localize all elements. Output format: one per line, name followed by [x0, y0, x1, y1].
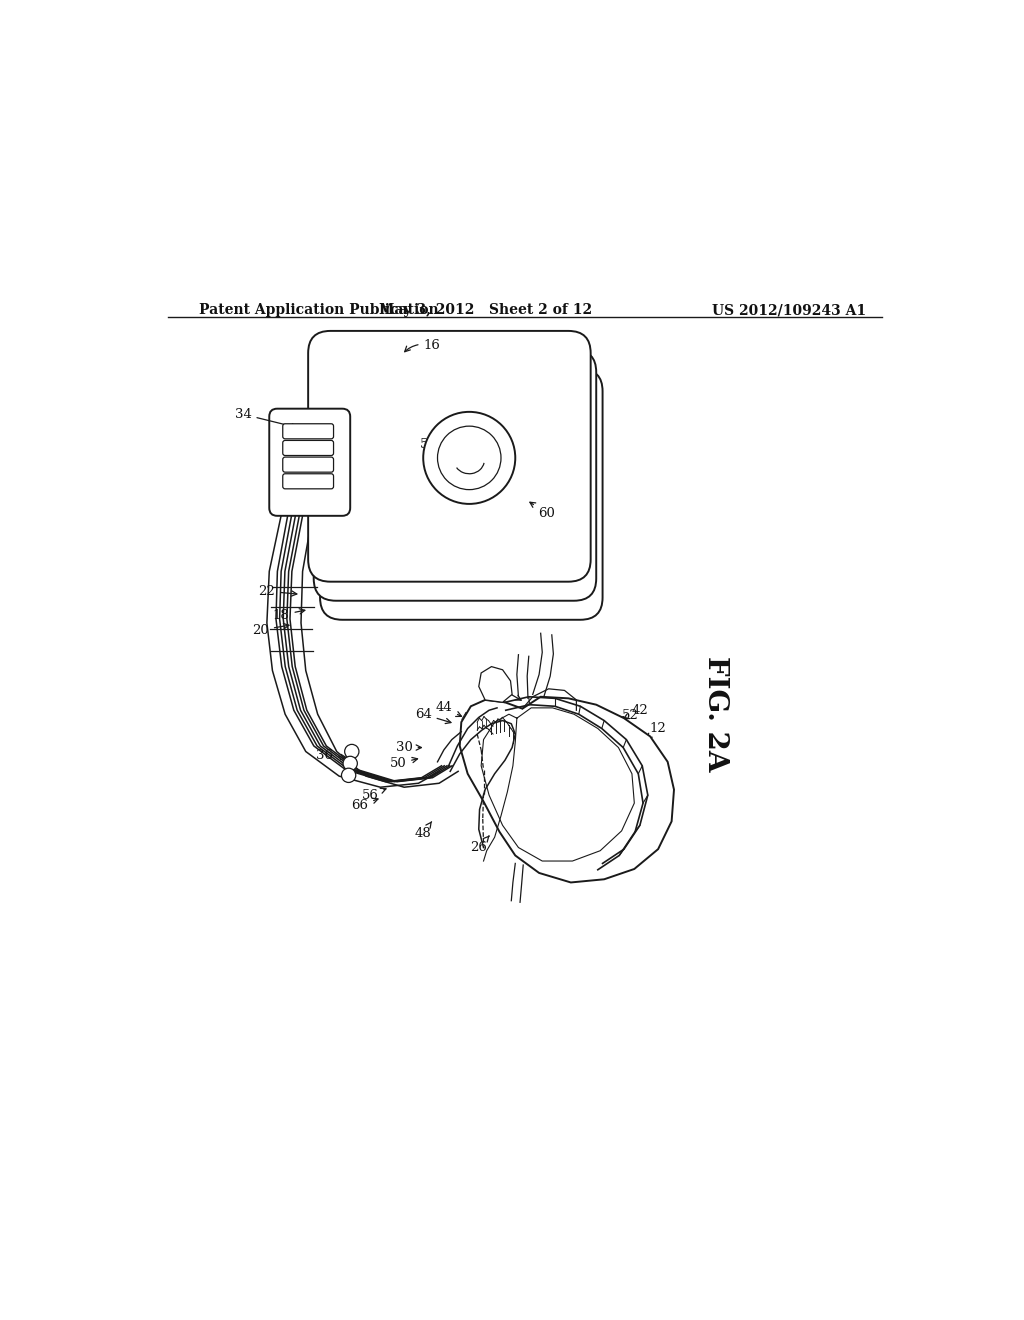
- Text: Patent Application Publication: Patent Application Publication: [200, 304, 439, 317]
- Text: 40: 40: [605, 715, 627, 729]
- Text: 46: 46: [461, 711, 483, 726]
- Text: 12: 12: [645, 722, 667, 739]
- Text: 16: 16: [404, 339, 440, 351]
- FancyBboxPatch shape: [283, 457, 334, 473]
- Text: 64: 64: [415, 708, 451, 723]
- Text: 28: 28: [571, 865, 590, 880]
- Text: US 2012/109243 A1: US 2012/109243 A1: [712, 304, 866, 317]
- FancyBboxPatch shape: [283, 474, 334, 488]
- FancyBboxPatch shape: [283, 424, 334, 438]
- Circle shape: [423, 412, 515, 504]
- Text: 20: 20: [252, 623, 289, 636]
- Text: FIG. 2A: FIG. 2A: [701, 656, 729, 772]
- Text: 34: 34: [234, 408, 297, 429]
- Text: 26: 26: [470, 836, 489, 854]
- FancyBboxPatch shape: [308, 331, 591, 582]
- Text: 56: 56: [361, 788, 386, 801]
- Text: 32: 32: [484, 677, 521, 700]
- Text: 48: 48: [415, 821, 431, 840]
- Polygon shape: [460, 697, 674, 883]
- Text: May 3, 2012   Sheet 2 of 12: May 3, 2012 Sheet 2 of 12: [379, 304, 592, 317]
- Circle shape: [343, 756, 357, 771]
- Text: 60: 60: [529, 502, 555, 520]
- Polygon shape: [479, 667, 512, 702]
- Text: 22: 22: [258, 585, 297, 598]
- Text: 44: 44: [435, 701, 462, 717]
- FancyBboxPatch shape: [321, 370, 602, 620]
- Text: 52: 52: [615, 709, 639, 722]
- Text: 36: 36: [316, 748, 346, 762]
- Circle shape: [341, 768, 355, 783]
- Text: 50: 50: [389, 756, 418, 770]
- FancyBboxPatch shape: [283, 441, 334, 455]
- Text: 62: 62: [639, 779, 658, 793]
- Text: 42: 42: [624, 704, 648, 718]
- Text: 30: 30: [395, 741, 422, 754]
- FancyBboxPatch shape: [269, 409, 350, 516]
- Text: 54: 54: [473, 714, 496, 730]
- FancyBboxPatch shape: [313, 350, 596, 601]
- Circle shape: [345, 744, 359, 759]
- Text: 18: 18: [272, 609, 305, 622]
- Text: 66: 66: [351, 799, 378, 812]
- Circle shape: [437, 426, 501, 490]
- Text: 58: 58: [420, 438, 454, 454]
